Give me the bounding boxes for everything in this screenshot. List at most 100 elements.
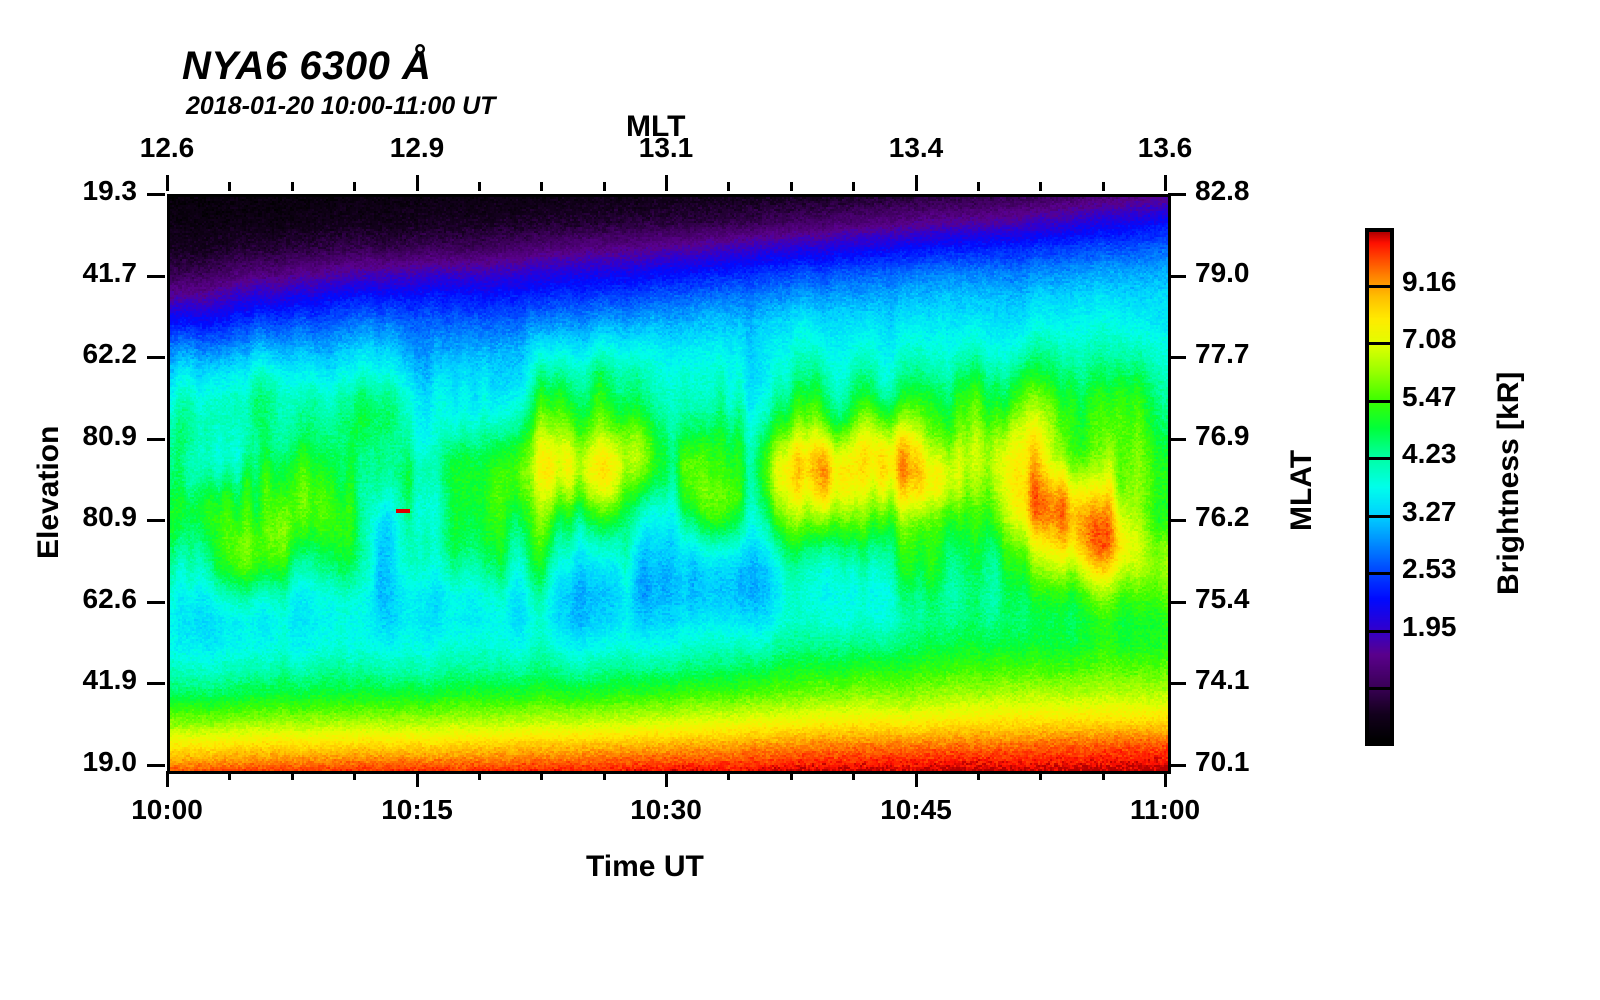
y2-tick-label: 76.2 (1195, 501, 1250, 532)
x-minor-tick-top (790, 182, 793, 191)
colorbar-tick-label: 7.08 (1402, 323, 1457, 354)
top-axis-title: MLT (626, 110, 686, 143)
x-minor-tick-bottom (291, 771, 294, 780)
x-minor-tick-bottom (478, 771, 481, 780)
x2-tick-label: 12.9 (389, 132, 445, 163)
y2-tick-label: 74.1 (1195, 664, 1250, 695)
y-tick-label: 19.0 (82, 746, 138, 777)
page-title: NYA6 6300 Å (182, 44, 432, 88)
x-minor-tick-top (291, 182, 294, 191)
y-tick-label: 80.9 (82, 420, 138, 451)
x-tick-label: 10:00 (131, 794, 203, 825)
x-tick-label: 10:45 (880, 794, 952, 825)
y-major-tick-right (1168, 519, 1186, 522)
y-major-tick-left (147, 193, 165, 196)
x-minor-tick-bottom (603, 771, 606, 780)
y2-tick-label: 82.8 (1195, 175, 1250, 206)
y-tick-label: 19.3 (82, 175, 138, 206)
x-minor-tick-top (1102, 182, 1105, 191)
x-minor-tick-bottom (977, 771, 980, 780)
x-tick-label: 11:00 (1129, 794, 1201, 825)
x-minor-tick-top (228, 182, 231, 191)
colorbar-separator (1365, 572, 1394, 575)
x-major-tick-top (166, 175, 169, 191)
x-minor-tick-bottom (852, 771, 855, 780)
x-major-tick-top (915, 175, 918, 191)
x-minor-tick-top (603, 182, 606, 191)
colorbar-separator (1365, 400, 1394, 403)
y-major-tick-right (1168, 601, 1186, 604)
colorbar-tick-label: 3.27 (1402, 496, 1457, 527)
x2-tick-label: 13.4 (888, 132, 944, 163)
x-minor-tick-bottom (228, 771, 231, 780)
y2-tick-label: 75.4 (1195, 583, 1250, 614)
x-major-tick-bottom (665, 771, 668, 787)
y-tick-label: 80.9 (82, 501, 138, 532)
y-major-tick-left (147, 601, 165, 604)
x-major-tick-bottom (1164, 771, 1167, 787)
y-major-tick-left (147, 356, 165, 359)
y-major-tick-right (1168, 193, 1186, 196)
x-minor-tick-bottom (1102, 771, 1105, 780)
x-major-tick-top (1164, 175, 1167, 191)
x-minor-tick-bottom (353, 771, 356, 780)
y-major-tick-left (147, 275, 165, 278)
x-major-tick-bottom (416, 771, 419, 787)
colorbar-separator (1365, 285, 1394, 288)
y-tick-label: 41.9 (82, 664, 138, 695)
x-minor-tick-top (1039, 182, 1042, 191)
y-major-tick-right (1168, 764, 1186, 767)
colorbar-separator (1365, 630, 1394, 633)
y-major-tick-right (1168, 438, 1186, 441)
y2-tick-label: 79.0 (1195, 257, 1250, 288)
x-major-tick-top (665, 175, 668, 191)
x-minor-tick-bottom (540, 771, 543, 780)
y-major-tick-left (147, 764, 165, 767)
colorbar-tick-label: 4.23 (1402, 438, 1457, 469)
colorbar-separator (1365, 457, 1394, 460)
colorbar-tick-label: 1.95 (1402, 611, 1457, 642)
colorbar-separator (1365, 515, 1394, 518)
colorbar-separator (1365, 687, 1394, 690)
keogram-canvas (170, 197, 1168, 771)
x-major-tick-bottom (166, 771, 169, 787)
y-major-tick-right (1168, 275, 1186, 278)
x2-tick-label: 12.6 (139, 132, 195, 163)
x-tick-label: 10:30 (630, 794, 702, 825)
x-tick-label: 10:15 (381, 794, 453, 825)
y-major-tick-left (147, 682, 165, 685)
colorbar-tick-label: 2.53 (1402, 553, 1457, 584)
x-minor-tick-top (727, 182, 730, 191)
x2-tick-label: 13.1 (638, 132, 694, 163)
y-tick-label: 62.6 (82, 583, 138, 614)
x-minor-tick-bottom (790, 771, 793, 780)
colorbar-gradient (1369, 232, 1390, 742)
y-major-tick-left (147, 519, 165, 522)
x-minor-tick-top (540, 182, 543, 191)
x-minor-tick-top (353, 182, 356, 191)
x-minor-tick-bottom (1039, 771, 1042, 780)
bottom-axis-title: Time UT (586, 850, 704, 883)
y2-tick-label: 77.7 (1195, 338, 1250, 369)
x-major-tick-top (416, 175, 419, 191)
y2-tick-label: 76.9 (1195, 420, 1250, 451)
colorbar-separator (1365, 342, 1394, 345)
y-major-tick-left (147, 438, 165, 441)
y-major-tick-right (1168, 356, 1186, 359)
page-subtitle: 2018-01-20 10:00-11:00 UT (186, 92, 496, 120)
x-major-tick-bottom (915, 771, 918, 787)
colorbar-title: Brightness [kR] (1492, 371, 1525, 595)
x-minor-tick-top (977, 182, 980, 191)
colorbar[interactable] (1365, 228, 1394, 746)
y-tick-label: 62.2 (82, 338, 138, 369)
x-minor-tick-bottom (727, 771, 730, 780)
keogram-plot-area[interactable] (167, 194, 1171, 774)
colorbar-tick-label: 9.16 (1402, 266, 1457, 297)
y2-tick-label: 70.1 (1195, 746, 1250, 777)
x-minor-tick-top (478, 182, 481, 191)
x2-tick-label: 13.6 (1137, 132, 1193, 163)
right-axis-title: MLAT (1285, 449, 1318, 531)
y-tick-label: 41.7 (82, 257, 138, 288)
y-major-tick-right (1168, 682, 1186, 685)
